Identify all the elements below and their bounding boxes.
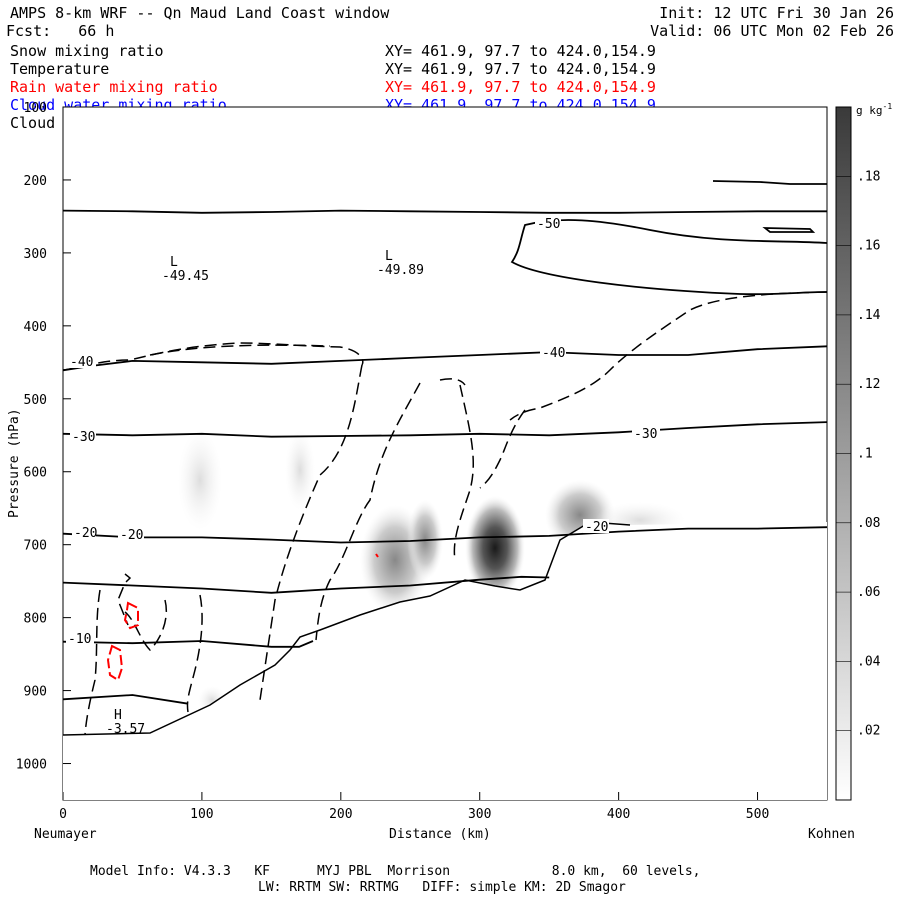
snow-contour — [124, 599, 167, 652]
y-tick-label: 1000 — [16, 758, 47, 773]
contour-label: -40 — [542, 346, 565, 361]
y-tick-label: 500 — [24, 393, 47, 408]
y-tick-label: 300 — [24, 247, 47, 262]
rain-contour — [123, 601, 139, 630]
valid-time: Valid: 06 UTC Mon 02 Feb 26 — [650, 22, 894, 40]
terrain-mask — [63, 522, 827, 800]
shading-blob — [285, 430, 315, 510]
field-name: Snow mixing ratio — [10, 42, 164, 60]
snow-contour — [509, 291, 827, 421]
y-axis-title: Pressure (hPa) — [7, 408, 22, 518]
x-tick-label: 400 — [607, 807, 630, 822]
extremum-value: -3.57 — [106, 722, 145, 737]
x-tick-label: 300 — [468, 807, 491, 822]
contour-label: -30 — [72, 430, 95, 445]
colorbar-tick-label: .1 — [857, 447, 873, 462]
temp-contour-minus15 — [63, 575, 550, 594]
temp-contour-minus30 — [63, 421, 827, 438]
temp-contour-minus40 — [63, 345, 827, 372]
colorbar-tick-label: .12 — [857, 377, 880, 392]
field-xy-range: XY= 461.9, 97.7 to 424.0,154.9 — [385, 42, 656, 60]
contour-label: -20 — [74, 526, 97, 541]
contour-label: -50 — [537, 217, 560, 232]
extremum-type: L — [170, 255, 178, 270]
shading-blob-max — [465, 496, 525, 600]
x-tick-label: 0 — [59, 807, 67, 822]
terrain-surface — [63, 521, 631, 736]
snow-contours — [63, 291, 827, 736]
chart-title: AMPS 8-km WRF -- Qn Maud Land Coast wind… — [10, 4, 390, 22]
temp-contour-small — [762, 227, 816, 233]
colorbar-unit: g kg-1 — [856, 102, 892, 117]
y-tick-label: 100 — [24, 101, 47, 116]
colorbar-tick-label: .14 — [857, 308, 881, 323]
extremum-type: H — [114, 708, 122, 723]
field-name: Temperature — [10, 60, 110, 78]
temp-contour-minus5 — [63, 694, 189, 705]
snow-contour — [479, 409, 526, 489]
x-right-label: Kohnen — [808, 827, 855, 842]
shading-blob — [178, 430, 222, 530]
contour-label: -30 — [634, 427, 657, 442]
snow-contour — [84, 589, 101, 736]
y-tick-label: 400 — [24, 320, 47, 335]
x-tick-label: 100 — [190, 807, 213, 822]
contour-labels: -50 -40 -40 -30 -30 -20 -20 -20 -10 — [66, 216, 660, 647]
field-name: Rain water mixing ratio — [10, 78, 218, 96]
snow-contour — [259, 364, 363, 701]
x-axis-title: Distance (km) — [389, 827, 491, 842]
contour-label: -10 — [68, 632, 91, 647]
field-xy-range: XY= 461.9, 97.7 to 424.0,154.9 — [385, 78, 656, 96]
snow-contour — [186, 594, 203, 713]
temp-contour-minus50 — [63, 209, 827, 214]
colorbar-tick-label: .02 — [857, 724, 880, 739]
colorbar-tick-label: .08 — [857, 516, 880, 531]
forecast-hour: Fcst: 66 h — [6, 22, 115, 40]
temp-contour-minus10 — [63, 640, 314, 648]
model-info-line1: Model Info: V4.3.3 KF MYJ PBL Morrison 8… — [90, 864, 701, 879]
x-tick-label: 500 — [746, 807, 769, 822]
snow-contour — [117, 573, 132, 626]
y-tick-label: 600 — [24, 466, 47, 481]
extremum-value: -49.89 — [377, 263, 424, 278]
snow-contour — [439, 378, 466, 386]
field-xy-range: XY= 461.9, 97.7 to 424.0,154.9 — [385, 60, 656, 78]
extremum-value: -49.45 — [162, 269, 209, 284]
colorbar-tick-label: .06 — [857, 585, 880, 600]
temp-contour-minus50-closed — [510, 219, 827, 296]
snow-contour — [63, 342, 364, 371]
y-tick-label: 200 — [24, 174, 47, 189]
contour-label: -40 — [70, 355, 93, 370]
contour-label: -20 — [120, 528, 143, 543]
x-tick-label: 200 — [329, 807, 352, 822]
rain-contours — [106, 553, 379, 682]
extremum-type: L — [385, 249, 393, 264]
rain-contour — [106, 644, 124, 682]
contour-label: -20 — [585, 520, 608, 535]
snow-contour — [149, 344, 331, 356]
y-tick-label: 900 — [24, 685, 47, 700]
model-info-line2: LW: RRTM SW: RRTMG DIFF: simple KM: 2D S… — [258, 880, 626, 895]
temp-contour-minus20 — [63, 526, 827, 544]
y-tick-label: 800 — [24, 612, 47, 627]
x-left-label: Neumayer — [34, 827, 97, 842]
snow-contour — [315, 382, 421, 641]
colorbar-tick-label: .04 — [857, 654, 881, 669]
init-time: Init: 12 UTC Fri 30 Jan 26 — [659, 4, 894, 22]
rain-contour — [375, 553, 379, 558]
y-tick-label: 700 — [24, 539, 47, 554]
colorbar-tick-label: .18 — [857, 169, 880, 184]
temp-contour-upper — [712, 180, 827, 185]
colorbar-tick-label: .16 — [857, 239, 880, 254]
extrema-labels: L -49.45 L -49.89 H -3.57 — [106, 249, 424, 737]
